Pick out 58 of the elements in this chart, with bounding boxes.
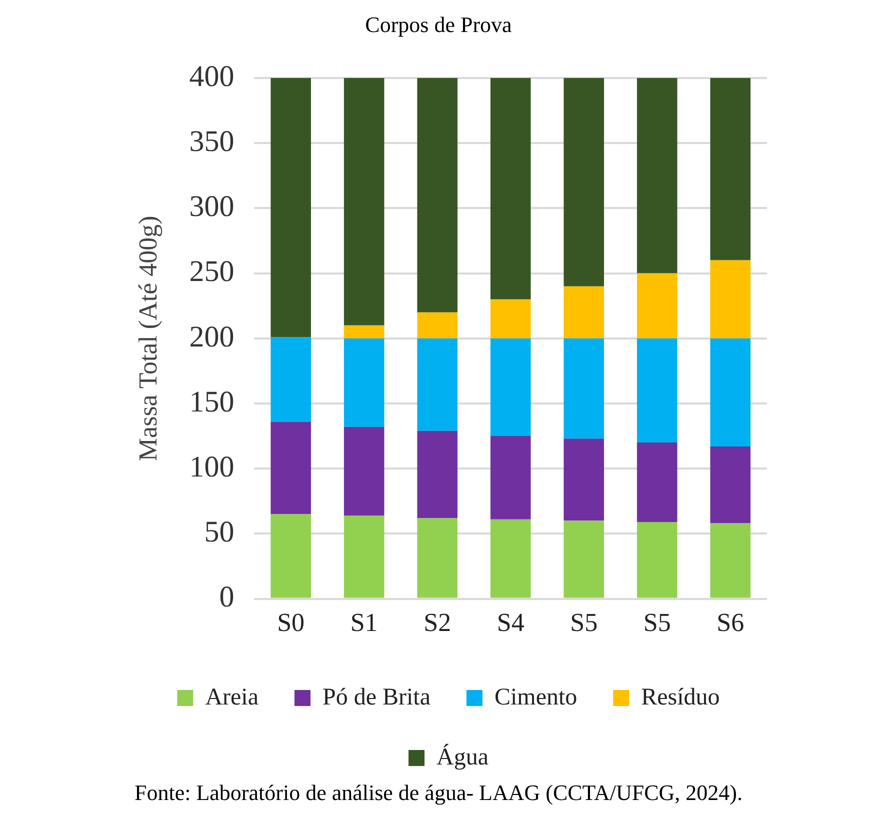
- bar: [490, 338, 531, 436]
- x-tick-label: S5: [643, 608, 671, 638]
- bar: [636, 338, 678, 443]
- y-tick-label: 400: [189, 60, 234, 93]
- bar: [490, 299, 531, 338]
- y-tick-label: 150: [189, 385, 234, 418]
- bar: [710, 338, 751, 446]
- y-tick-label: 50: [204, 516, 234, 549]
- x-tick-label: S2: [424, 608, 452, 638]
- bar: [564, 338, 604, 439]
- bar: [270, 422, 311, 514]
- bar: [636, 522, 678, 598]
- bar: [710, 446, 751, 524]
- bar: [636, 78, 678, 274]
- bar: [564, 78, 604, 286]
- bar: [270, 514, 311, 598]
- y-tick-label: 100: [189, 450, 234, 484]
- bar: [417, 78, 458, 312]
- bar: [417, 338, 458, 431]
- bar: [636, 442, 678, 522]
- bar: [710, 78, 751, 260]
- bar: [490, 519, 531, 598]
- bar: [490, 436, 531, 520]
- bar: [344, 515, 384, 598]
- source-note: Fonte: Laboratório de análise de água- LAAG (CCTA/UFCG, 2024).: [134, 780, 744, 806]
- y-tick-label: 0: [219, 580, 234, 614]
- chart-title: Corpos de Prova: [364, 12, 513, 39]
- legend-label: Pó de Brita: [322, 684, 431, 710]
- bar: [344, 325, 384, 338]
- bar: [417, 312, 458, 338]
- y-tick-label: 250: [189, 255, 234, 288]
- legend-label: Cimento: [494, 684, 578, 710]
- x-tick-label: S1: [350, 608, 378, 638]
- legend-label: Resíduo: [641, 684, 720, 710]
- bar: [490, 78, 531, 300]
- bar: [270, 337, 311, 422]
- bar: [270, 78, 311, 338]
- y-tick-label: 350: [189, 124, 234, 158]
- bar: [344, 78, 384, 326]
- legend-label: Água: [436, 743, 489, 770]
- x-tick-label: S0: [277, 608, 305, 638]
- x-tick-label: S5: [570, 608, 598, 638]
- bar: [710, 260, 751, 338]
- legend-label: Areia: [205, 684, 259, 710]
- bar: [344, 338, 384, 427]
- y-tick-label: 200: [189, 320, 234, 354]
- bar: [564, 286, 604, 338]
- bar: [710, 523, 751, 598]
- bar: [344, 426, 384, 516]
- y-tick-label: 300: [189, 190, 234, 224]
- bar: [636, 273, 678, 338]
- bar: [417, 430, 458, 518]
- x-tick-label: S6: [716, 608, 744, 638]
- y-axis-title: Massa Total (Até 400g): [133, 216, 162, 462]
- x-tick-label: S4: [496, 608, 524, 638]
- bar: [417, 518, 458, 598]
- bar: [564, 520, 604, 598]
- bar: [564, 438, 604, 521]
